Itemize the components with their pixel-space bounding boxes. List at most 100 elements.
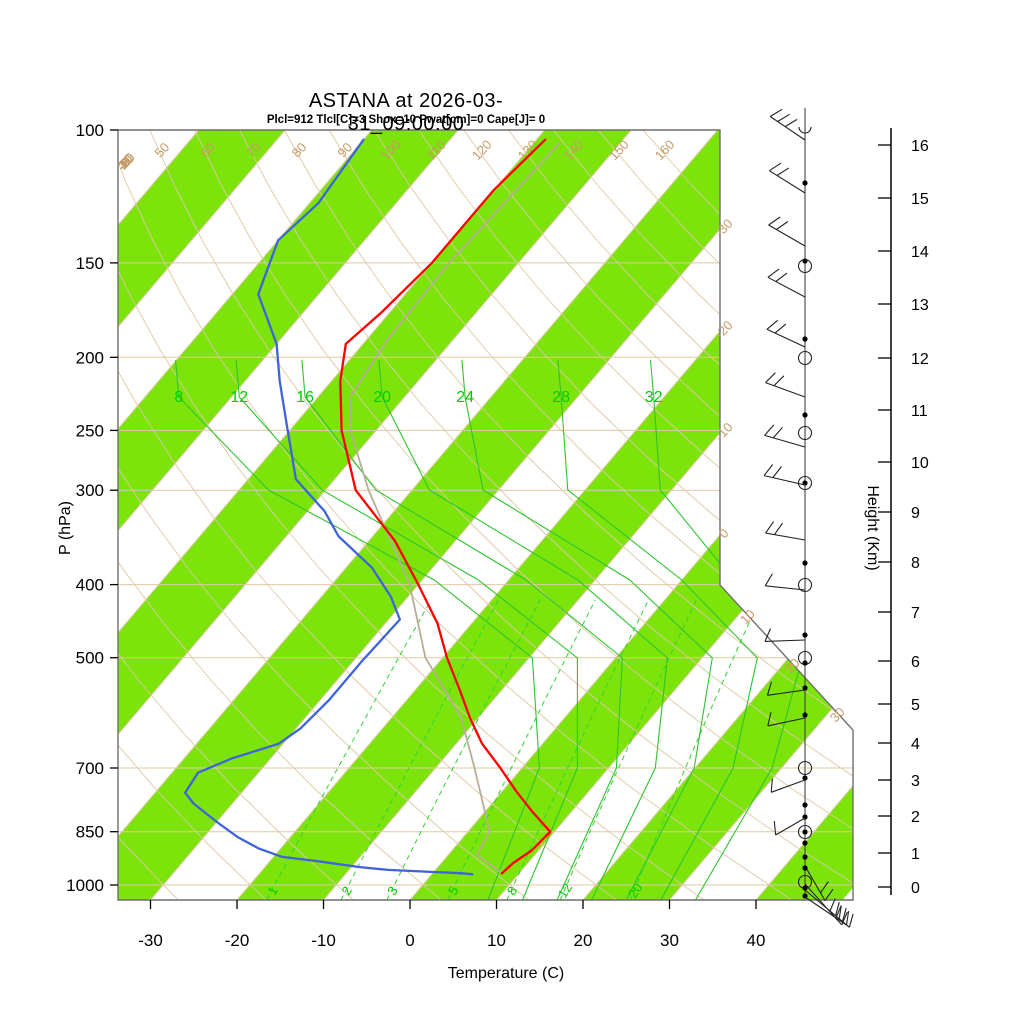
mixing-ratio-label: 12 — [555, 881, 575, 901]
moist-adiabat — [175, 359, 540, 900]
height-tick-label: 4 — [911, 736, 920, 753]
level-dot — [802, 560, 808, 566]
height-axis-title: Height (Km) — [864, 485, 881, 571]
pressure-tick-label: 250 — [76, 421, 104, 440]
wind-barb-shaft — [767, 717, 806, 727]
temperature-tick-label: -10 — [311, 931, 336, 950]
mixing-ratio-line — [506, 599, 649, 900]
isotherm-line — [755, 130, 853, 900]
pressure-tick-label: 100 — [76, 121, 104, 140]
wind-barb-shaft — [767, 689, 806, 696]
moist-adiabat-label: 8 — [174, 389, 183, 406]
height-tick-label: 10 — [911, 455, 929, 472]
wind-barb-shaft — [804, 865, 826, 901]
wind-barb-shaft — [769, 116, 806, 141]
level-dot — [802, 854, 808, 860]
mixing-ratio-label: 2 — [338, 884, 355, 898]
moist-adiabat-label: 28 — [552, 389, 570, 406]
dry-adiabat — [118, 130, 529, 900]
moist-adiabat — [378, 359, 668, 900]
level-dot — [802, 829, 808, 835]
moist-adiabat-labels: 8 12 16 20 24 28 32 — [174, 389, 662, 406]
height-tick-label: 16 — [911, 138, 929, 155]
wind-barb-tick — [835, 902, 840, 916]
height-tick-label: 8 — [911, 555, 920, 572]
wind-barb-tick — [769, 108, 783, 117]
wind-barb-shaft — [763, 475, 806, 486]
level-dot — [802, 660, 808, 666]
level-dot — [802, 885, 808, 891]
level-circle — [797, 350, 813, 366]
green-stripe — [118, 130, 459, 900]
wind-barb-tick — [824, 888, 834, 901]
wind-barb-tick — [776, 221, 789, 230]
dry-adiabat — [328, 130, 853, 900]
height-tick-label: 5 — [911, 697, 920, 714]
wind-barb-tick — [772, 466, 782, 478]
temperature-axis-title: Temperature (C) — [447, 965, 565, 982]
pressure-tick-label: 300 — [76, 481, 104, 500]
moist-adiabat — [235, 359, 578, 900]
isotherm-line — [150, 130, 805, 900]
parcel-curve — [349, 142, 561, 875]
pressure-tick-label: 500 — [76, 649, 104, 668]
wind-barb-column — [763, 108, 854, 928]
height-tick-label: 13 — [911, 297, 929, 314]
wind-barb-tick — [829, 898, 836, 912]
dry-adiabat-label: 120 — [469, 137, 495, 163]
temperature-tick-label: 40 — [747, 931, 766, 950]
pressure-tick-label: 700 — [76, 759, 104, 778]
wind-barb-tick — [770, 778, 773, 793]
dry-adiabat-label: 160 — [652, 137, 678, 163]
pressure-tick-label: 400 — [76, 576, 104, 595]
isotherm-line — [118, 130, 719, 900]
moist-adiabat-label: 12 — [230, 389, 248, 406]
height-tick-label: 14 — [911, 244, 929, 261]
height-tick-label: 12 — [911, 351, 929, 368]
dry-adiabat — [118, 130, 617, 900]
dry-adiabat — [283, 130, 853, 900]
level-circle — [797, 577, 813, 593]
level-circle — [797, 760, 813, 776]
wind-barb-tick — [767, 712, 772, 727]
wind-barb-tick — [838, 906, 842, 920]
dry-adiabat — [118, 130, 792, 900]
mixing-ratio-line — [447, 599, 596, 900]
temperature-tick-label: -30 — [138, 931, 163, 950]
level-dot — [802, 336, 808, 342]
green-stripe — [118, 130, 805, 900]
dry-adiabat — [118, 130, 267, 900]
wind-barb-shaft — [775, 817, 806, 836]
pressure-axis: 100 150 200 250 300 400 500 700 850 1000 — [66, 121, 118, 895]
mixing-ratio-label: 8 — [504, 884, 521, 898]
page-title: ASTANA at 2026-03-31_09:00:00 — [308, 90, 504, 135]
wind-barb-tick — [841, 907, 847, 922]
green-stripe — [118, 130, 632, 900]
height-tick-label: 0 — [911, 880, 920, 897]
wind-barb-shaft — [765, 382, 806, 398]
level-dot — [802, 865, 808, 871]
green-stripe — [756, 130, 853, 900]
pressure-tick-label: 850 — [76, 823, 104, 842]
wind-barb-tick — [775, 272, 788, 282]
level-circle — [797, 425, 813, 441]
dry-adiabat — [194, 130, 853, 900]
moist-adiabat-label: 20 — [373, 389, 391, 406]
dry-adiabat — [597, 130, 853, 900]
temperature-tick-label: 30 — [660, 931, 679, 950]
wind-barb-tick — [765, 521, 775, 534]
moist-adiabat — [557, 359, 758, 900]
wind-barb-shaft — [804, 896, 847, 926]
moist-adiabat-label: 24 — [456, 389, 474, 406]
wind-barb-shaft — [764, 434, 806, 448]
wind-barb-tick — [764, 573, 773, 587]
isotherm-line — [118, 130, 459, 900]
pressure-tick-label: 1000 — [66, 876, 104, 895]
moist-adiabat-label: 16 — [296, 389, 314, 406]
level-dot — [802, 840, 808, 846]
temperature-tick-label: 20 — [574, 931, 593, 950]
